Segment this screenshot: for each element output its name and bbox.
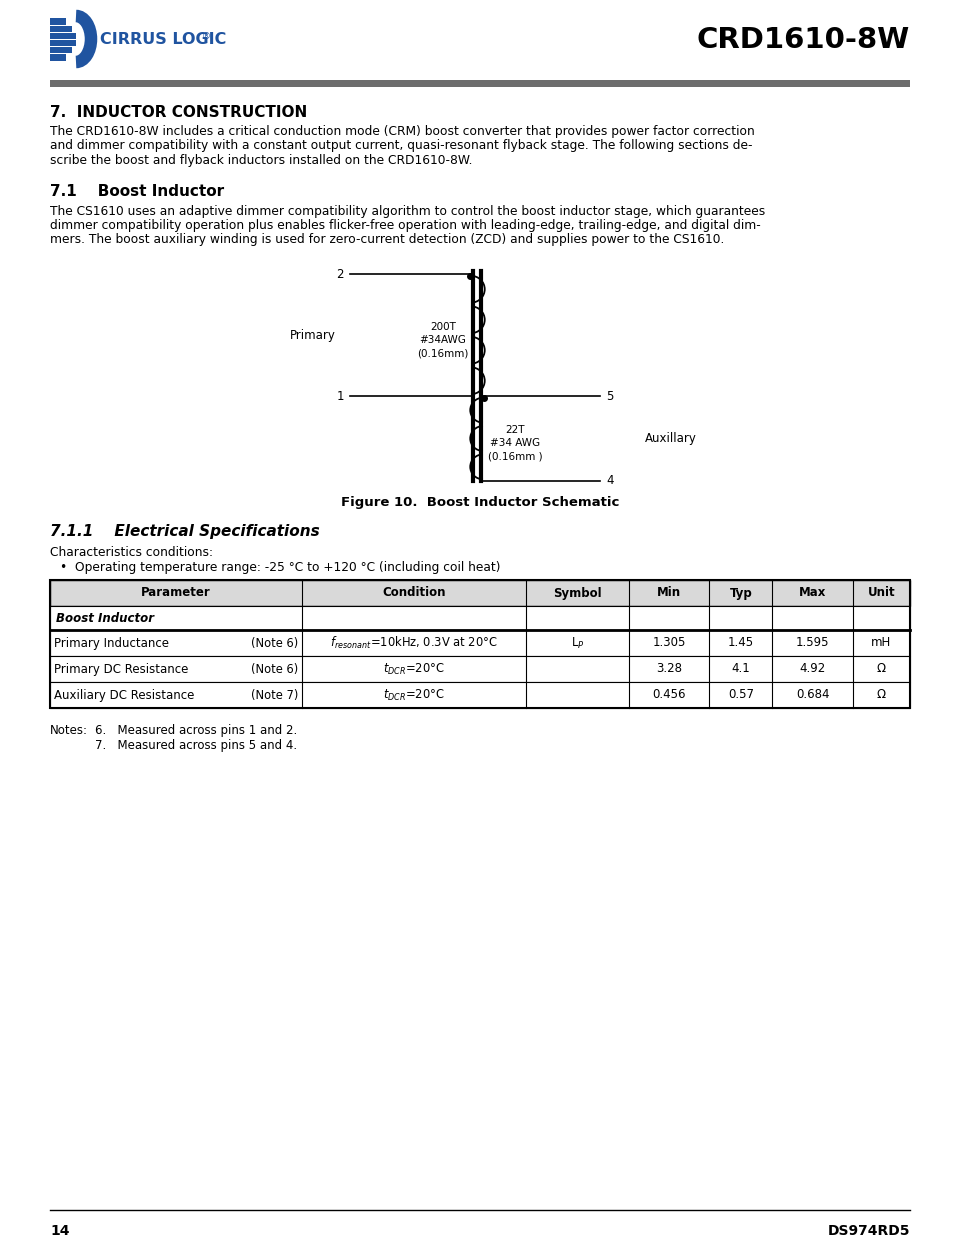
Text: Parameter: Parameter <box>141 587 211 599</box>
Text: •  Operating temperature range: -25 °C to +120 °C (including coil heat): • Operating temperature range: -25 °C to… <box>60 561 500 574</box>
Bar <box>50 630 909 656</box>
Text: CRD1610-8W: CRD1610-8W <box>696 26 909 54</box>
Bar <box>50 33 76 40</box>
Text: Primary DC Resistance: Primary DC Resistance <box>54 662 188 676</box>
Text: 6.   Measured across pins 1 and 2.: 6. Measured across pins 1 and 2. <box>95 724 297 737</box>
Bar <box>50 19 66 25</box>
Text: 7.  INDUCTOR CONSTRUCTION: 7. INDUCTOR CONSTRUCTION <box>50 105 307 120</box>
Text: mH: mH <box>870 636 890 650</box>
Text: Min: Min <box>657 587 680 599</box>
Text: $f_{resonant}$=10kHz, 0.3V at 20°C: $f_{resonant}$=10kHz, 0.3V at 20°C <box>330 635 497 651</box>
Text: The CRD1610-8W includes a critical conduction mode (CRM) boost converter that pr: The CRD1610-8W includes a critical condu… <box>50 125 754 138</box>
Text: $t_{DCR}$=20°C: $t_{DCR}$=20°C <box>383 662 444 677</box>
Text: Typ: Typ <box>729 587 752 599</box>
Text: 14: 14 <box>50 1224 70 1235</box>
Text: 3.28: 3.28 <box>656 662 681 676</box>
Text: Characteristics conditions:: Characteristics conditions: <box>50 546 213 559</box>
Text: 4.1: 4.1 <box>731 662 749 676</box>
Text: 22T
#34 AWG
(0.16mm ): 22T #34 AWG (0.16mm ) <box>487 425 541 462</box>
Text: scribe the boost and flyback inductors installed on the CRD1610-8W.: scribe the boost and flyback inductors i… <box>50 154 472 167</box>
Text: 1: 1 <box>336 389 344 403</box>
Text: and dimmer compatibility with a constant output current, quasi-resonant flyback : and dimmer compatibility with a constant… <box>50 140 752 152</box>
Bar <box>50 580 909 708</box>
Text: 5: 5 <box>605 389 613 403</box>
Text: Unit: Unit <box>866 587 894 599</box>
Text: Ω: Ω <box>876 662 885 676</box>
Text: 0.57: 0.57 <box>727 688 753 701</box>
Text: 7.1    Boost Inductor: 7.1 Boost Inductor <box>50 184 224 200</box>
Text: The CS1610 uses an adaptive dimmer compatibility algorithm to control the boost : The CS1610 uses an adaptive dimmer compa… <box>50 205 764 217</box>
Text: 7.1.1    Electrical Specifications: 7.1.1 Electrical Specifications <box>50 524 319 538</box>
Text: 1.595: 1.595 <box>795 636 828 650</box>
Bar <box>50 80 909 86</box>
Text: Primary: Primary <box>290 329 335 342</box>
Bar <box>50 606 909 630</box>
Text: Primary Inductance: Primary Inductance <box>54 636 169 650</box>
Text: Notes:: Notes: <box>50 724 88 737</box>
Bar <box>50 682 909 708</box>
Text: 7.   Measured across pins 5 and 4.: 7. Measured across pins 5 and 4. <box>95 739 296 752</box>
Text: Boost Inductor: Boost Inductor <box>56 611 153 625</box>
Bar <box>50 656 909 682</box>
Text: Ω: Ω <box>876 688 885 701</box>
Bar <box>50 40 76 46</box>
Text: Figure 10.  Boost Inductor Schematic: Figure 10. Boost Inductor Schematic <box>340 496 618 509</box>
Text: dimmer compatibility operation plus enables flicker-free operation with leading-: dimmer compatibility operation plus enab… <box>50 219 760 232</box>
Text: 0.684: 0.684 <box>795 688 828 701</box>
Text: 1.45: 1.45 <box>727 636 753 650</box>
Text: (Note 6): (Note 6) <box>251 636 298 650</box>
Text: L$_P$: L$_P$ <box>570 636 583 651</box>
Text: Max: Max <box>798 587 825 599</box>
Text: mers. The boost auxiliary winding is used for zero-current detection (ZCD) and s: mers. The boost auxiliary winding is use… <box>50 233 723 247</box>
Bar <box>50 47 71 53</box>
Text: Symbol: Symbol <box>553 587 601 599</box>
Text: DS974RD5: DS974RD5 <box>826 1224 909 1235</box>
Text: 1.305: 1.305 <box>652 636 685 650</box>
Text: 0.456: 0.456 <box>652 688 685 701</box>
Text: 200T
#34AWG
(0.16mm): 200T #34AWG (0.16mm) <box>416 322 468 358</box>
Text: (Note 6): (Note 6) <box>251 662 298 676</box>
Bar <box>50 580 909 606</box>
Text: ®: ® <box>202 32 211 41</box>
Text: CIRRUS LOGIC: CIRRUS LOGIC <box>100 32 226 47</box>
Bar <box>50 54 66 61</box>
Bar <box>50 26 71 32</box>
Text: Condition: Condition <box>382 587 445 599</box>
Text: (Note 7): (Note 7) <box>251 688 298 701</box>
Text: $t_{DCR}$=20°C: $t_{DCR}$=20°C <box>383 688 444 703</box>
Text: Auxillary: Auxillary <box>644 432 696 445</box>
Text: 4.92: 4.92 <box>799 662 824 676</box>
Text: 4: 4 <box>605 474 613 488</box>
Text: 2: 2 <box>336 268 344 280</box>
Text: Auxiliary DC Resistance: Auxiliary DC Resistance <box>54 688 194 701</box>
